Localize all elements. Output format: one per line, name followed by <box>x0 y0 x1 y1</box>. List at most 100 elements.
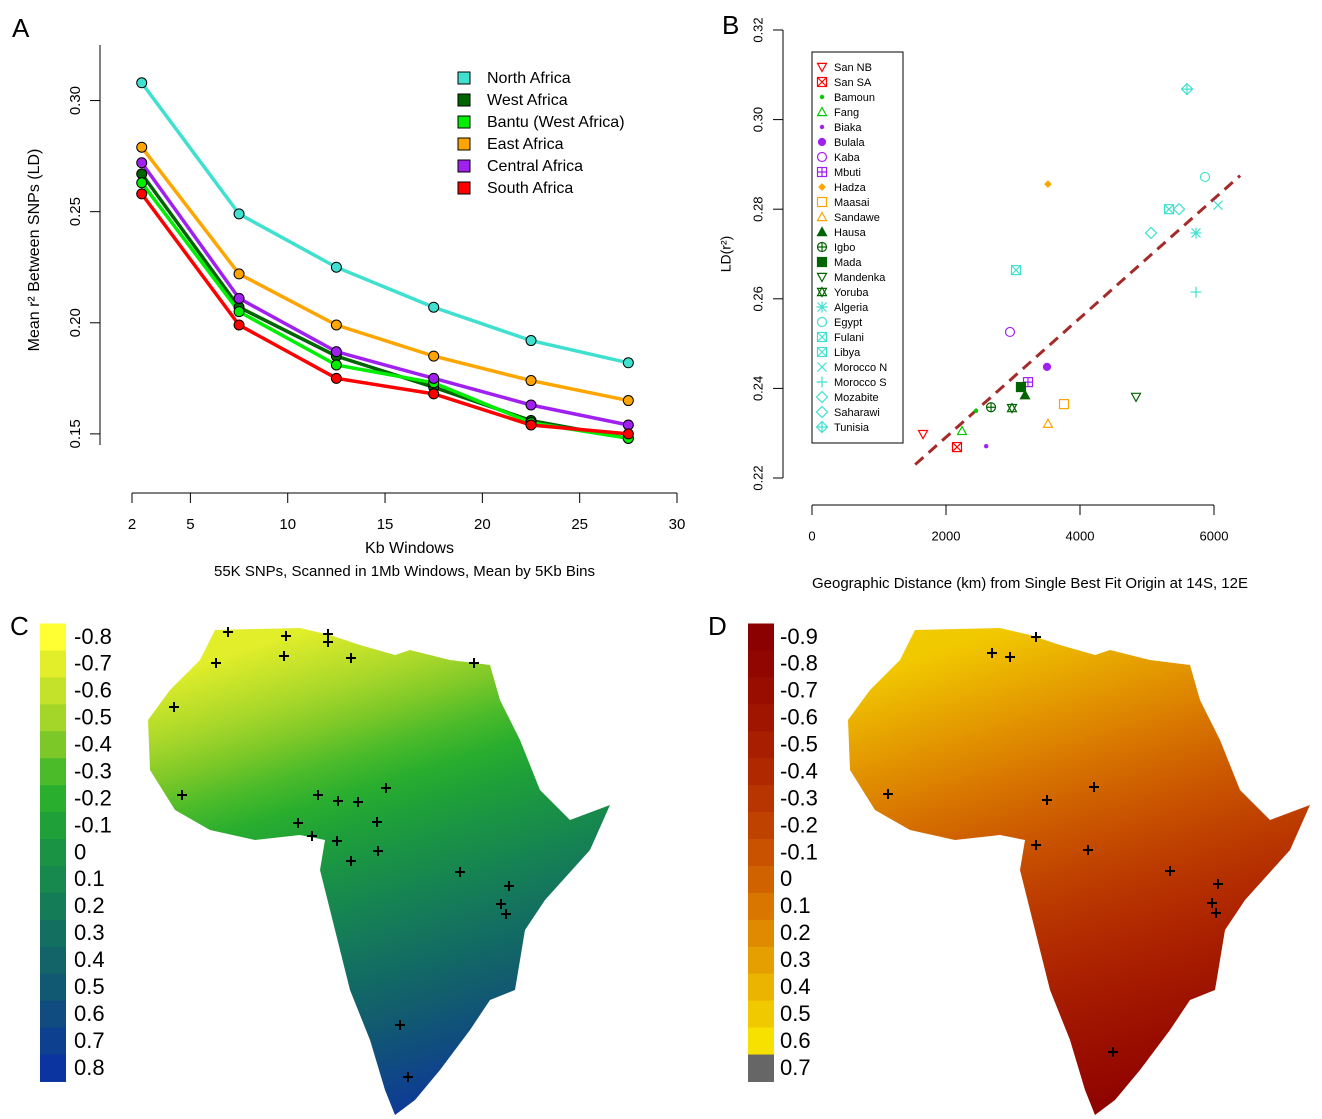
colorbar-label: -0.8 <box>74 624 112 649</box>
y-tick-label: 0.30 <box>750 107 765 132</box>
point <box>1190 227 1202 239</box>
marker-part <box>917 429 929 440</box>
colorbar-cell <box>748 973 774 1002</box>
marker-part <box>816 421 828 433</box>
point <box>525 335 537 347</box>
point <box>233 208 245 220</box>
x-tick-label: 2000 <box>932 528 961 543</box>
y-axis-label: LD(r²) <box>718 236 734 273</box>
point <box>1042 362 1052 371</box>
x-tick-label: 25 <box>571 516 588 533</box>
sample-site <box>333 796 343 806</box>
point <box>973 408 979 413</box>
sample-site <box>372 817 382 827</box>
point <box>1042 418 1054 428</box>
colorbar-cell <box>40 865 66 894</box>
legend-label: East Africa <box>487 136 564 153</box>
x-tick-label: 6000 <box>1200 528 1229 543</box>
point <box>330 359 342 371</box>
colorbar-cell <box>40 785 66 813</box>
legend-marker <box>816 286 828 298</box>
marker-part <box>816 106 828 117</box>
colorbar-label: 0.3 <box>780 947 811 972</box>
point <box>985 402 997 413</box>
point <box>428 372 440 384</box>
line <box>140 146 629 403</box>
colorbar-cell <box>40 677 66 705</box>
sample-site <box>293 818 303 828</box>
marker-part <box>1019 389 1031 400</box>
point <box>1199 171 1211 183</box>
sample-site <box>1165 866 1175 876</box>
marker-part <box>1044 180 1052 188</box>
marker-part <box>1015 381 1027 393</box>
marker-part <box>815 390 829 404</box>
colorbar-cell <box>748 919 774 948</box>
legend-label: Morocco N <box>834 362 887 374</box>
marker-part <box>1181 83 1193 95</box>
legend-marker <box>815 390 829 404</box>
legend-label: Saharawi <box>834 407 880 419</box>
marker-part <box>816 346 828 358</box>
sample-site <box>1089 782 1099 792</box>
sample-site <box>395 1020 405 1030</box>
point <box>136 141 148 153</box>
point <box>1163 204 1175 215</box>
marker-part <box>1190 227 1202 239</box>
point <box>984 443 989 449</box>
colorbar-label: 0.3 <box>74 920 105 945</box>
sample-site <box>1207 898 1217 908</box>
sample-site <box>177 790 187 800</box>
marker-part <box>1004 326 1016 338</box>
legend-marker <box>816 376 828 388</box>
legend-label: Tunisia <box>834 422 870 434</box>
legend-marker <box>816 241 828 253</box>
marker-part <box>817 137 827 147</box>
colorbar-cell <box>748 731 774 759</box>
point <box>330 346 342 358</box>
sample-site <box>455 867 465 877</box>
colorbar-cell <box>748 812 774 840</box>
legend-label: Bantu (West Africa) <box>487 114 625 131</box>
point <box>525 375 537 387</box>
x-tick-label: 15 <box>377 516 394 533</box>
marker-part <box>816 376 828 388</box>
colorbar-cell <box>748 892 774 921</box>
colorbar-cell <box>748 704 774 732</box>
legend-marker <box>816 331 828 343</box>
marker-part <box>817 242 827 252</box>
point <box>622 357 634 369</box>
marker-part <box>817 347 827 357</box>
legend-label: San NB <box>834 62 872 74</box>
sample-site <box>211 658 221 668</box>
legend-label: Hadza <box>834 182 867 194</box>
colorbar-label: 0.4 <box>780 974 811 999</box>
legend-label: Morocco S <box>834 377 887 389</box>
colorbar-cell <box>748 1027 774 1056</box>
legend-label: Sandawe <box>834 212 880 224</box>
y-axis-label: Mean r² Between SNPs (LD) <box>26 149 43 352</box>
panel-label: C <box>10 611 29 641</box>
colorbar-cell <box>40 1000 66 1029</box>
colorbar-label: -0.1 <box>74 812 112 837</box>
legend-swatch <box>457 159 471 173</box>
colorbar-label: -0.1 <box>780 839 818 864</box>
marker-part <box>817 362 827 372</box>
marker-part <box>816 62 828 73</box>
colorbar-label: -0.7 <box>74 651 112 676</box>
marker-part <box>818 183 826 191</box>
colorbar-cell <box>40 946 66 975</box>
colorbar-label: -0.3 <box>74 758 112 783</box>
legend-marker <box>816 256 828 268</box>
sample-site <box>504 881 514 891</box>
sample-site <box>307 831 317 841</box>
colorbar-label: 0.5 <box>74 974 105 999</box>
marker-part <box>952 442 962 453</box>
point <box>1004 326 1016 338</box>
colorbar-cell <box>40 1027 66 1056</box>
colorbar-label: -0.7 <box>780 678 818 703</box>
point <box>1190 286 1202 298</box>
point <box>1213 200 1223 211</box>
point <box>136 177 148 189</box>
point <box>136 157 148 169</box>
